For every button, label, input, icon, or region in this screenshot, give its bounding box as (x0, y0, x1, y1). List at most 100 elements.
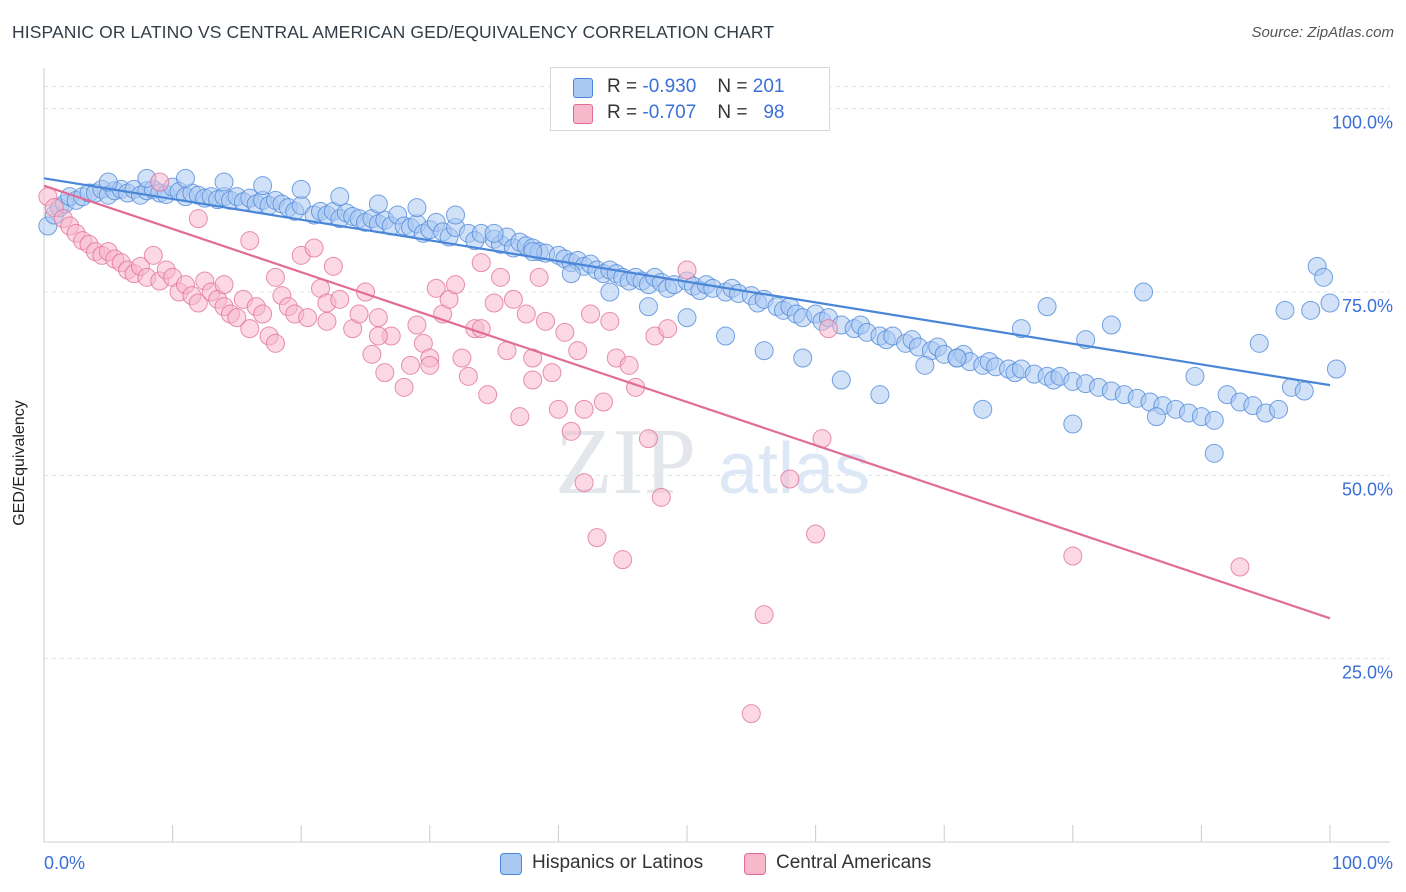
data-point-hispanics (1011, 319, 1031, 339)
data-point-central-americans (265, 333, 285, 353)
data-point-central-americans (401, 355, 421, 375)
y-tick-label: 25.0% (1342, 663, 1393, 683)
data-point-central-americans (471, 253, 491, 273)
y-tick-label: 50.0% (1342, 479, 1393, 499)
data-point-hispanics (1204, 443, 1224, 463)
data-point-central-americans (574, 399, 594, 419)
legend-r-label: R = (607, 76, 638, 97)
data-point-hispanics (1101, 315, 1121, 335)
data-point-hispanics (98, 172, 118, 192)
x-tick-label: 0.0% (44, 853, 85, 873)
data-point-central-americans (317, 311, 337, 331)
data-point-hispanics (1320, 293, 1340, 313)
data-point-central-americans (542, 363, 562, 383)
data-point-hispanics (253, 176, 273, 196)
data-point-hispanics (446, 205, 466, 225)
data-point-central-americans (407, 315, 427, 335)
x-tick-label: 100.0% (1332, 853, 1393, 873)
data-point-central-americans (143, 245, 163, 265)
data-point-central-americans (516, 304, 536, 324)
data-point-hispanics (1063, 414, 1083, 434)
trend-line-central-americans (43, 184, 1331, 620)
data-point-hispanics (1185, 366, 1205, 386)
data-point-central-americans (375, 363, 395, 383)
data-point-central-americans (818, 319, 838, 339)
legend-n-value: 201 (752, 76, 785, 97)
data-point-hispanics (831, 370, 851, 390)
data-point-central-americans (548, 399, 568, 419)
data-point-hispanics (1326, 359, 1346, 379)
watermark-atlas: atlas (718, 429, 870, 509)
data-point-central-americans (368, 326, 388, 346)
bottom-legend-label-hispanics: Hispanics or Latinos (532, 852, 704, 873)
data-point-central-americans (446, 275, 466, 295)
data-point-hispanics (973, 399, 993, 419)
data-point-central-americans (214, 275, 234, 295)
data-point-central-americans (1230, 557, 1250, 577)
data-point-hispanics (330, 187, 350, 207)
series-central-americans-points (38, 172, 1250, 724)
data-point-hispanics (368, 194, 388, 214)
data-point-central-americans (452, 348, 472, 368)
legend-r-value: -0.930 (642, 76, 697, 97)
data-point-central-americans (806, 524, 826, 544)
data-point-central-americans (484, 293, 504, 313)
data-point-central-americans (593, 392, 613, 412)
data-point-central-americans (188, 293, 208, 313)
data-point-central-americans (574, 473, 594, 493)
data-point-central-americans (253, 304, 273, 324)
data-point-hispanics (1146, 407, 1166, 427)
trend-line-hispanics (43, 177, 1331, 387)
data-point-central-americans (188, 209, 208, 229)
data-point-central-americans (227, 308, 247, 328)
data-point-hispanics (754, 341, 774, 361)
axes (43, 68, 1390, 843)
data-point-central-americans (677, 260, 697, 280)
y-axis-title: GED/Equivalency (11, 400, 28, 526)
data-point-central-americans (426, 278, 446, 298)
legend-n-value: 98 (763, 102, 785, 123)
bottom-legend-label-central-americans: Central Americans (776, 852, 932, 873)
data-point-hispanics (600, 282, 620, 302)
source-credit: Source: ZipAtlas.com (1251, 24, 1394, 41)
data-point-central-americans (368, 308, 388, 328)
data-point-hispanics (214, 172, 234, 192)
data-point-central-americans (523, 370, 543, 390)
bottom-legend-swatch-central-americans (744, 853, 766, 875)
data-point-central-americans (503, 289, 523, 309)
data-point-hispanics (291, 179, 311, 199)
data-point-central-americans (478, 385, 498, 405)
data-point-central-americans (420, 355, 440, 375)
bottom-legend-swatch-hispanics (500, 853, 522, 875)
data-point-central-americans (600, 311, 620, 331)
y-tick-label: 100.0% (1332, 113, 1393, 133)
data-point-central-americans (323, 256, 343, 276)
data-point-hispanics (1314, 267, 1334, 287)
legend-r-value: -0.707 (642, 102, 697, 123)
data-point-central-americans (568, 341, 588, 361)
data-point-hispanics (1301, 300, 1321, 320)
data-point-central-americans (780, 469, 800, 489)
legend-swatch-hispanics (573, 78, 593, 98)
data-point-central-americans (240, 231, 260, 251)
data-point-central-americans (555, 322, 575, 342)
data-point-hispanics (175, 168, 195, 188)
data-point-central-americans (741, 704, 761, 724)
data-point-central-americans (561, 421, 581, 441)
data-point-hispanics (1249, 333, 1269, 353)
data-point-central-americans (458, 366, 478, 386)
tick-labels: 25.0% 50.0% 75.0% 100.0% 0.0% 100.0% (44, 113, 1393, 873)
data-point-central-americans (394, 377, 414, 397)
data-point-hispanics (561, 264, 581, 284)
data-point-hispanics (1037, 297, 1057, 317)
data-point-central-americans (536, 311, 556, 331)
data-point-hispanics (793, 348, 813, 368)
data-point-central-americans (298, 308, 318, 328)
correlation-legend: R = -0.930 N = 201 R = -0.707 N = 98 (550, 67, 830, 131)
watermark: ZIP atlas (555, 410, 870, 514)
data-point-hispanics (484, 223, 504, 243)
data-point-hispanics (1294, 381, 1314, 401)
legend-n-label: N = (717, 76, 748, 97)
data-point-hispanics (915, 355, 935, 375)
